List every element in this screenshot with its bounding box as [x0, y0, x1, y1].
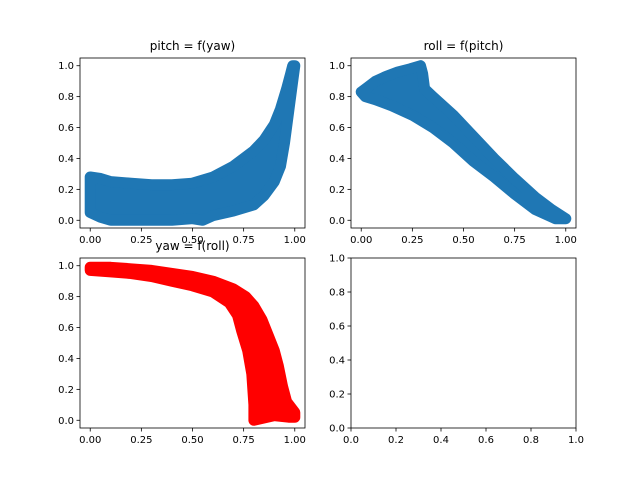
y-tick-label-pitch-yaw-2: 0.4: [58, 154, 74, 165]
y-tick-label-yaw-roll-4: 0.8: [58, 292, 74, 303]
x-tick-label-yaw-roll-3: 0.75: [233, 435, 255, 446]
x-tick-label-yaw-roll-2: 0.50: [181, 435, 203, 446]
y-tick-label-pitch-yaw-5: 1.0: [58, 61, 74, 72]
x-tick-label-empty-4: 0.8: [523, 435, 539, 446]
x-tick-label-pitch-yaw-0: 0.00: [79, 235, 101, 246]
x-tick-label-empty-0: 0.0: [343, 435, 359, 446]
subplot-roll-pitch: 0.00 0.25 0.50 0.75 1.00 0.0 0.2 0.4 0.6 0.8 1.0 ro…: [329, 39, 577, 246]
y-tick-label-pitch-yaw-0: 0.0: [58, 216, 74, 227]
y-tick-label-pitch-yaw-1: 0.2: [58, 185, 74, 196]
y-tick-label-roll-pitch-0: 0.0: [329, 216, 345, 227]
data-series-pitch-yaw-0: [84, 60, 301, 226]
x-tick-label-roll-pitch-4: 1.00: [555, 235, 577, 246]
chart-title-pitch-yaw: pitch = f(yaw): [150, 39, 235, 53]
x-tick-label-pitch-yaw-3: 0.75: [233, 235, 255, 246]
x-tick-label-empty-5: 1.0: [568, 435, 584, 446]
x-tick-label-roll-pitch-0: 0.00: [350, 235, 372, 246]
x-tick-label-pitch-yaw-1: 0.25: [130, 235, 152, 246]
y-tick-label-yaw-roll-1: 0.2: [58, 385, 74, 396]
x-tick-label-yaw-roll-1: 0.25: [130, 435, 152, 446]
y-tick-label-empty-2: 0.4: [329, 356, 345, 367]
y-tick-label-roll-pitch-5: 1.0: [329, 61, 345, 72]
chart-title-roll-pitch: roll = f(pitch): [424, 39, 504, 53]
x-tick-label-yaw-roll-0: 0.00: [79, 435, 101, 446]
subplot-pitch-yaw: 0.00 0.25 0.50 0.75 1.00 0.0 0.2 0.4 0.6 0.8 1.0 pi…: [58, 39, 306, 246]
x-tick-label-roll-pitch-2: 0.50: [452, 235, 474, 246]
axes-frame-empty: [350, 257, 577, 429]
y-tick-label-yaw-roll-3: 0.6: [58, 323, 74, 334]
y-tick-label-pitch-yaw-3: 0.6: [58, 123, 74, 134]
y-tick-label-yaw-roll-0: 0.0: [58, 416, 74, 427]
y-tick-label-empty-0: 0.0: [329, 424, 345, 435]
x-tick-label-roll-pitch-3: 0.75: [504, 235, 526, 246]
subplot-yaw-roll: 0.00 0.25 0.50 0.75 1.00 0.0 0.2 0.4 0.6 0.8 1.0 ya…: [58, 239, 306, 446]
x-tick-label-pitch-yaw-2: 0.50: [181, 235, 203, 246]
x-tick-label-roll-pitch-1: 0.25: [401, 235, 423, 246]
y-tick-label-roll-pitch-1: 0.2: [329, 185, 345, 196]
y-tick-label-empty-1: 0.2: [329, 390, 345, 401]
data-series-roll-pitch-0: [355, 60, 572, 225]
x-tick-label-pitch-yaw-4: 1.00: [284, 235, 306, 246]
data-series-yaw-roll-0: [84, 261, 301, 426]
y-tick-label-empty-3: 0.6: [329, 322, 345, 333]
y-tick-label-roll-pitch-3: 0.6: [329, 123, 345, 134]
x-tick-label-empty-3: 0.6: [478, 435, 494, 446]
y-tick-label-roll-pitch-2: 0.4: [329, 154, 345, 165]
y-tick-label-yaw-roll-2: 0.4: [58, 354, 74, 365]
y-tick-label-empty-4: 0.8: [329, 288, 345, 299]
y-tick-label-pitch-yaw-4: 0.8: [58, 92, 74, 103]
x-tick-label-empty-2: 0.4: [433, 435, 449, 446]
y-tick-label-empty-5: 1.0: [329, 254, 345, 265]
x-tick-label-yaw-roll-4: 1.00: [284, 435, 306, 446]
y-tick-label-roll-pitch-4: 0.8: [329, 92, 345, 103]
chart-title-yaw-roll: yaw = f(roll): [155, 239, 229, 253]
x-tick-label-empty-1: 0.2: [388, 435, 404, 446]
y-tick-label-yaw-roll-5: 1.0: [58, 261, 74, 272]
subplot-empty: 0.0 0.2 0.4 0.6 0.8 1.0 0.0 0.2 0.4 0.6 0.8 1.0: [329, 254, 584, 447]
